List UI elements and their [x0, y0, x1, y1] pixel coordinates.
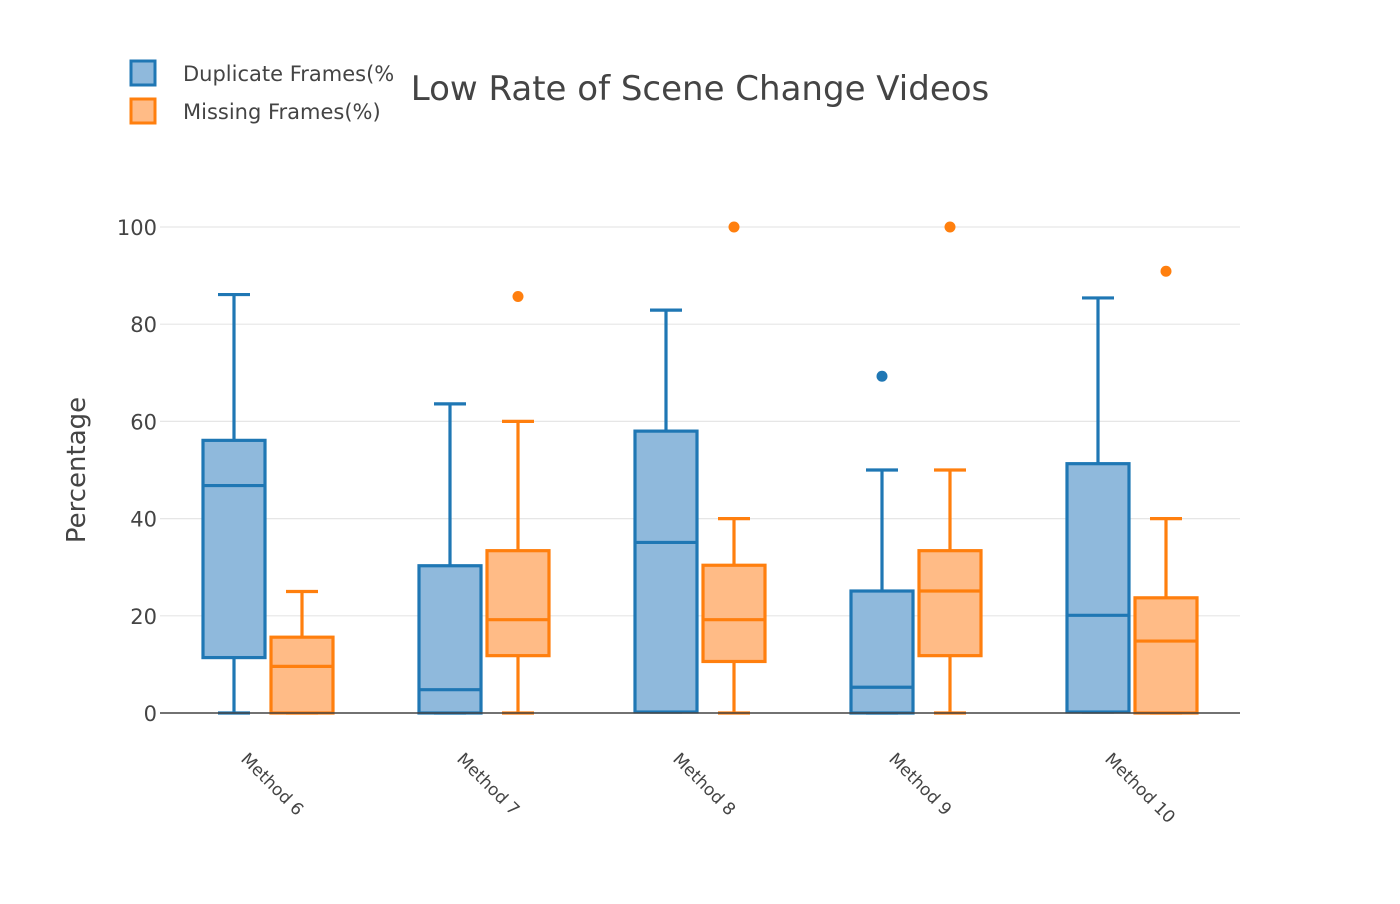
- y-tick-label: 20: [130, 605, 157, 629]
- y-tick-label: 100: [117, 216, 157, 240]
- box-rect: [701, 563, 767, 664]
- outlier-point: [728, 221, 740, 233]
- outlier-point: [512, 290, 524, 302]
- box-rect: [201, 438, 267, 660]
- box-0-2: [633, 308, 699, 714]
- plot-area: [201, 221, 1199, 715]
- outlier-point: [876, 370, 888, 382]
- box-rect: [485, 549, 551, 658]
- box-1-1: [485, 290, 551, 715]
- y-tick-label: 0: [144, 702, 157, 726]
- grid-lines: [160, 226, 1240, 617]
- legend-swatch: [129, 59, 157, 87]
- y-tick-label: 40: [130, 508, 157, 532]
- legend-label: Duplicate Frames(%: [183, 62, 394, 86]
- outlier-point: [944, 221, 956, 233]
- y-tick-label: 60: [130, 410, 157, 434]
- x-tick-label: Method 8: [668, 749, 739, 820]
- box-rect: [849, 589, 915, 715]
- x-tick-label: Method 7: [452, 749, 523, 820]
- legend-label: Missing Frames(%): [183, 100, 381, 124]
- box-1-3: [917, 221, 983, 715]
- box-1-0: [269, 589, 335, 715]
- box-rect: [1133, 596, 1199, 715]
- x-tick-label: Method 9: [884, 749, 955, 820]
- x-tick-label: Method 10: [1100, 749, 1178, 827]
- legend[interactable]: Duplicate Frames(% Missing Frames(%): [129, 59, 394, 125]
- y-axis-label: Percentage: [62, 397, 92, 543]
- chart-title: Low Rate of Scene Change Videos: [411, 69, 990, 109]
- box-rect: [1065, 462, 1131, 714]
- box-1-2: [701, 221, 767, 715]
- box-0-1: [417, 402, 483, 715]
- outlier-point: [1160, 265, 1172, 277]
- box-0-3: [849, 370, 915, 715]
- box-rect: [917, 549, 983, 658]
- legend-swatch: [129, 97, 157, 125]
- box-0-4: [1065, 296, 1131, 714]
- legend-item-1[interactable]: Missing Frames(%): [129, 97, 381, 125]
- x-tick-label: Method 6: [236, 749, 307, 820]
- box-rect: [633, 429, 699, 714]
- box-1-4: [1133, 265, 1199, 715]
- y-tick-label: 80: [130, 313, 157, 337]
- legend-item-0[interactable]: Duplicate Frames(%: [129, 59, 394, 87]
- box-rect: [269, 635, 335, 715]
- box-0-0: [201, 292, 267, 715]
